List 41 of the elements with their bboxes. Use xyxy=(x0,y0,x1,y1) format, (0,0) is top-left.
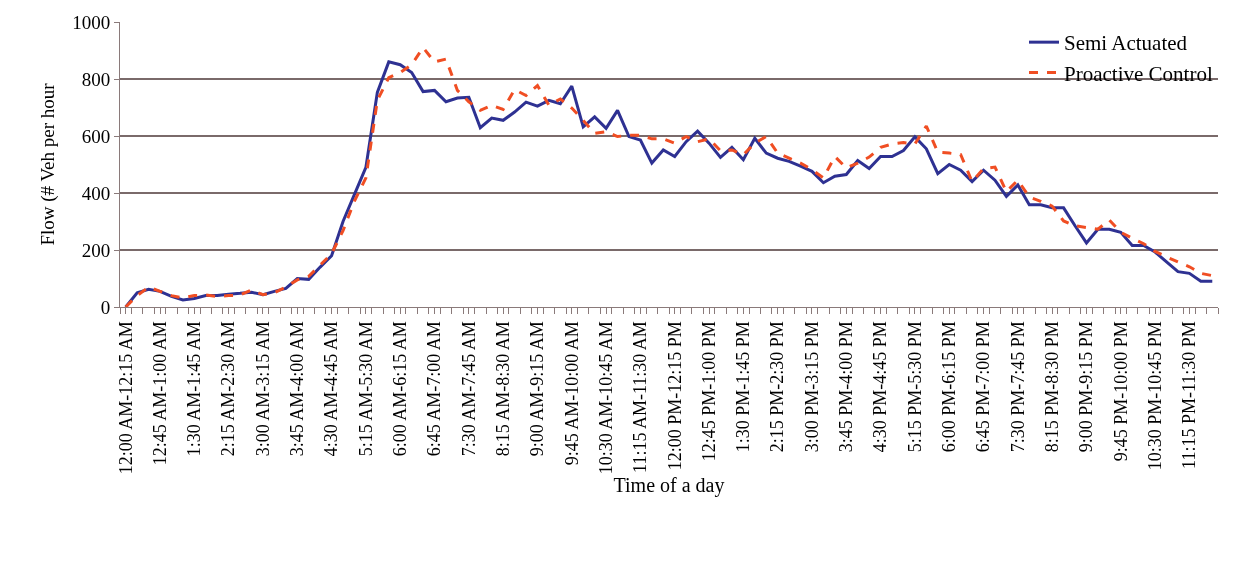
y-tick-label: 800 xyxy=(81,68,111,90)
x-tick-label: 12:00 AM-12:15 AM xyxy=(115,321,136,475)
x-tick-label: 12:00 PM-12:15 PM xyxy=(664,321,685,471)
y-tick-label: 0 xyxy=(100,296,111,318)
legend-label: Semi Actuated xyxy=(1064,31,1188,56)
x-tick-label: 12:45 AM-1:00 AM xyxy=(149,321,170,466)
x-tick-label: 3:45 PM-4:00 PM xyxy=(836,321,857,453)
x-tick-label: 6:00 PM-6:15 PM xyxy=(939,321,960,453)
y-tick-label: 400 xyxy=(81,182,111,204)
x-tick-label: 2:15 PM-2:30 PM xyxy=(767,321,788,453)
x-tick-label: 7:30 PM-7:45 PM xyxy=(1007,321,1028,453)
x-tick-label: 6:45 AM-7:00 AM xyxy=(424,321,445,457)
x-tick-label: 5:15 PM-5:30 PM xyxy=(904,321,925,453)
x-tick-label: 9:45 AM-10:00 AM xyxy=(561,321,582,466)
x-tick-label: 5:15 AM-5:30 AM xyxy=(355,321,376,457)
x-tick-label: 2:15 AM-2:30 AM xyxy=(218,321,239,457)
x-tick-label: 3:00 AM-3:15 AM xyxy=(252,321,273,457)
x-tick-label: 11:15 PM-11:30 PM xyxy=(1179,321,1200,469)
x-tick-label: 12:45 PM-1:00 PM xyxy=(698,321,719,462)
x-tick-label: 6:00 AM-6:15 AM xyxy=(390,321,411,457)
x-axis-title: Time of a day xyxy=(613,474,725,498)
x-tick-label: 4:30 PM-4:45 PM xyxy=(870,321,891,453)
x-tick-label: 1:30 PM-1:45 PM xyxy=(733,321,754,453)
x-tick-label: 10:30 AM-10:45 AM xyxy=(595,321,616,475)
y-tick-label: 600 xyxy=(81,125,111,147)
x-tick-label: 11:15 AM-11:30 AM xyxy=(630,321,651,473)
x-tick-label: 1:30 AM-1:45 AM xyxy=(184,321,205,457)
y-tick-label: 200 xyxy=(81,239,111,261)
x-tick-label: 8:15 AM-8:30 AM xyxy=(493,321,514,457)
x-tick-label: 4:30 AM-4:45 AM xyxy=(321,321,342,457)
x-tick-label: 3:00 PM-3:15 PM xyxy=(801,321,822,453)
x-tick-label: 7:30 AM-7:45 AM xyxy=(458,321,479,457)
y-tick-label: 1000 xyxy=(72,11,111,33)
x-tick-label: 9:00 AM-9:15 AM xyxy=(527,321,548,457)
x-tick-label: 6:45 PM-7:00 PM xyxy=(973,321,994,453)
x-tick-label: 10:30 PM-10:45 PM xyxy=(1144,321,1165,471)
y-axis-title: Flow (# Veh per hour xyxy=(37,82,60,246)
x-tick-label: 9:00 PM-9:15 PM xyxy=(1076,321,1097,453)
x-tick-label: 9:45 PM-10:00 PM xyxy=(1110,321,1131,462)
x-tick-label: 8:15 PM-8:30 PM xyxy=(1042,321,1063,453)
x-tick-label: 3:45 AM-4:00 AM xyxy=(287,321,308,457)
